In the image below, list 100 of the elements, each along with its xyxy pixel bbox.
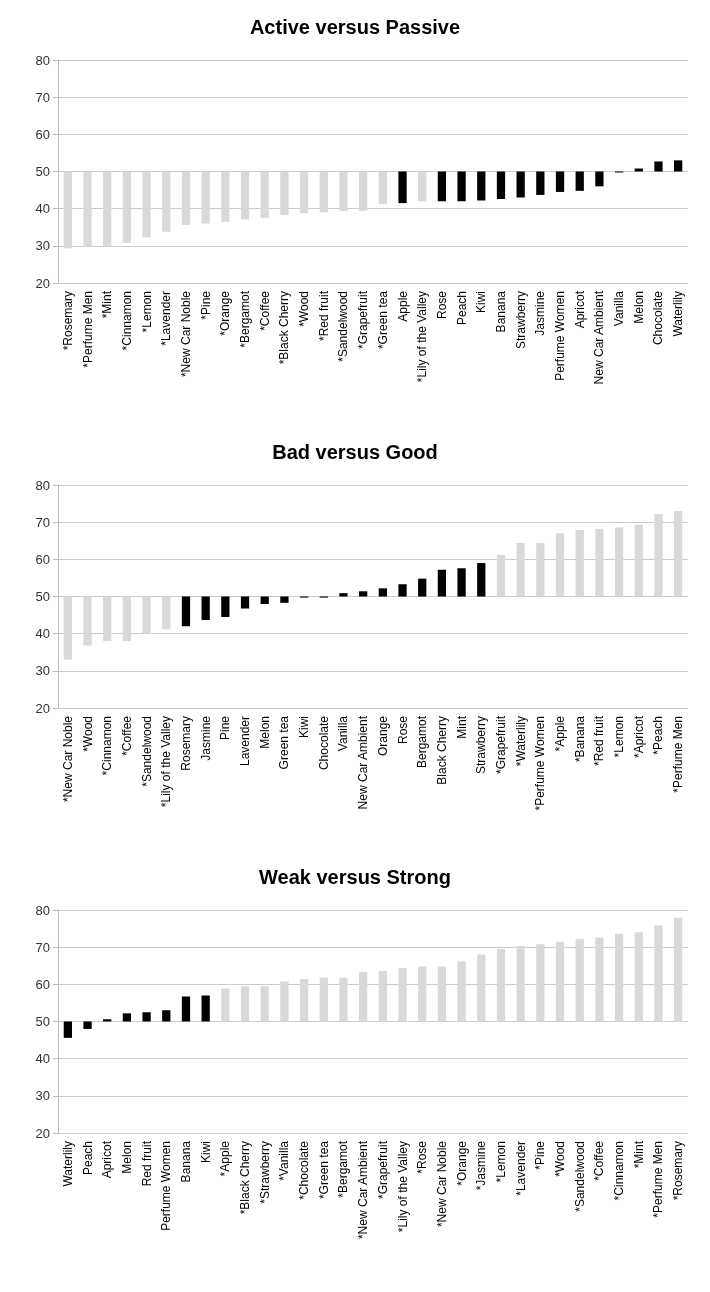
y-tick-label: 40 [35, 626, 50, 642]
x-tick-label: *Coffee [592, 1140, 607, 1181]
x-tick-label: Kiwi [297, 716, 312, 739]
bar [595, 171, 604, 187]
x-tick-label: Vanilla [336, 715, 351, 752]
bar [634, 932, 643, 1022]
bar [122, 596, 132, 642]
x-tick-label: Pine [218, 715, 233, 741]
bar [614, 933, 624, 1022]
bar [122, 1013, 132, 1022]
x-tick-label: *Red fruit [316, 290, 331, 342]
y-tick-label: 70 [35, 514, 50, 530]
x-tick-label: *Green tea [375, 290, 390, 350]
x-tick-label: *Sandelwood [572, 1141, 587, 1212]
x-tick-label: Strawberry [513, 291, 528, 350]
x-tick-label: *Grapefruit [375, 1140, 390, 1200]
x-tick-label: *Rosemary [60, 291, 75, 351]
x-tick-label: *Lily of the Valley [159, 716, 174, 808]
bar [83, 171, 92, 247]
bar [299, 979, 309, 1022]
bar [536, 171, 545, 195]
bar [280, 596, 289, 603]
x-tick-label: *Vanilla [277, 1140, 292, 1181]
x-tick-label: *Wood [553, 1141, 568, 1177]
y-tick-label: 40 [35, 1051, 50, 1067]
bar [201, 995, 210, 1022]
x-tick-label: Black Cherry [434, 716, 449, 785]
y-tick-label: 50 [35, 589, 50, 604]
x-tick-label: *Wood [80, 716, 95, 752]
bar [536, 542, 545, 597]
bar [575, 529, 584, 597]
bar [359, 171, 368, 211]
bar [339, 171, 348, 212]
x-tick-label: Banana [178, 1140, 193, 1183]
bar [654, 513, 663, 597]
bar [496, 171, 506, 199]
bar [359, 591, 368, 597]
y-tick-label: 20 [35, 700, 50, 716]
bar [477, 954, 486, 1022]
bar [634, 524, 643, 597]
x-tick-label: *Jasmine [474, 1140, 489, 1191]
chart-title: Bad versus Good [272, 441, 438, 463]
x-tick-label: *Red fruit [592, 715, 607, 767]
bar [103, 596, 112, 642]
y-tick-label: 80 [35, 477, 50, 493]
bar [122, 171, 132, 243]
x-tick-label: Apple [395, 290, 410, 322]
x-tick-label: *Perfume Women [533, 716, 548, 811]
bar [634, 168, 643, 172]
x-tick-label: *Apple [553, 715, 568, 752]
bar [614, 527, 624, 597]
x-tick-label: *Lavender [513, 1141, 528, 1196]
x-tick-label: Orange [375, 715, 390, 757]
x-tick-label: Kiwi [198, 1141, 213, 1164]
bar [240, 986, 250, 1022]
x-tick-label: *Mint [100, 290, 115, 319]
x-tick-label: *Banana [572, 715, 587, 763]
bar [260, 986, 269, 1022]
bar [319, 977, 328, 1022]
x-tick-label: *Peach [651, 716, 666, 755]
bar [654, 925, 663, 1022]
bar [162, 1010, 171, 1022]
bar [63, 596, 72, 660]
y-tick-label: 80 [35, 52, 50, 68]
x-tick-label: Melon [119, 1141, 134, 1174]
y-tick-label: 30 [35, 1088, 50, 1104]
bar [181, 996, 191, 1022]
x-tick-label: Melon [631, 291, 646, 324]
bar [674, 160, 683, 172]
x-tick-label: *Perfume Men [80, 291, 95, 368]
bar [457, 568, 466, 597]
chart-title: Weak versus Strong [259, 866, 451, 888]
bar [398, 584, 407, 597]
bar [457, 961, 466, 1022]
x-tick-label: *Green tea [316, 1140, 331, 1200]
bar [63, 1021, 72, 1038]
x-tick-label: Melon [257, 716, 272, 749]
x-tick-label: *Chocolate [297, 1140, 312, 1200]
x-tick-label: *Black Cherry [277, 291, 292, 365]
x-tick-label: Mint [454, 715, 469, 739]
bar [319, 171, 328, 213]
bar [378, 970, 387, 1022]
bar [595, 528, 604, 597]
y-tick-label: 60 [35, 126, 50, 142]
x-tick-label: *Apricot [631, 715, 646, 759]
x-tick-label: *Orange [454, 1140, 469, 1186]
x-tick-label: *New Car Ambient [356, 1140, 371, 1240]
x-tick-label: *New Car Noble [60, 715, 75, 803]
bar [575, 938, 584, 1022]
bar [260, 596, 269, 604]
y-tick-label: 70 [35, 89, 50, 105]
bar [477, 171, 486, 201]
x-tick-label: Jasmine [198, 715, 213, 761]
bar [674, 917, 683, 1022]
x-tick-label: *Mint [631, 1140, 646, 1169]
x-tick-label: Kiwi [474, 291, 489, 314]
x-tick-label: Banana [493, 290, 508, 333]
bar [398, 171, 407, 204]
bar [418, 966, 427, 1022]
x-tick-label: *Lily of the Valley [395, 1141, 410, 1233]
